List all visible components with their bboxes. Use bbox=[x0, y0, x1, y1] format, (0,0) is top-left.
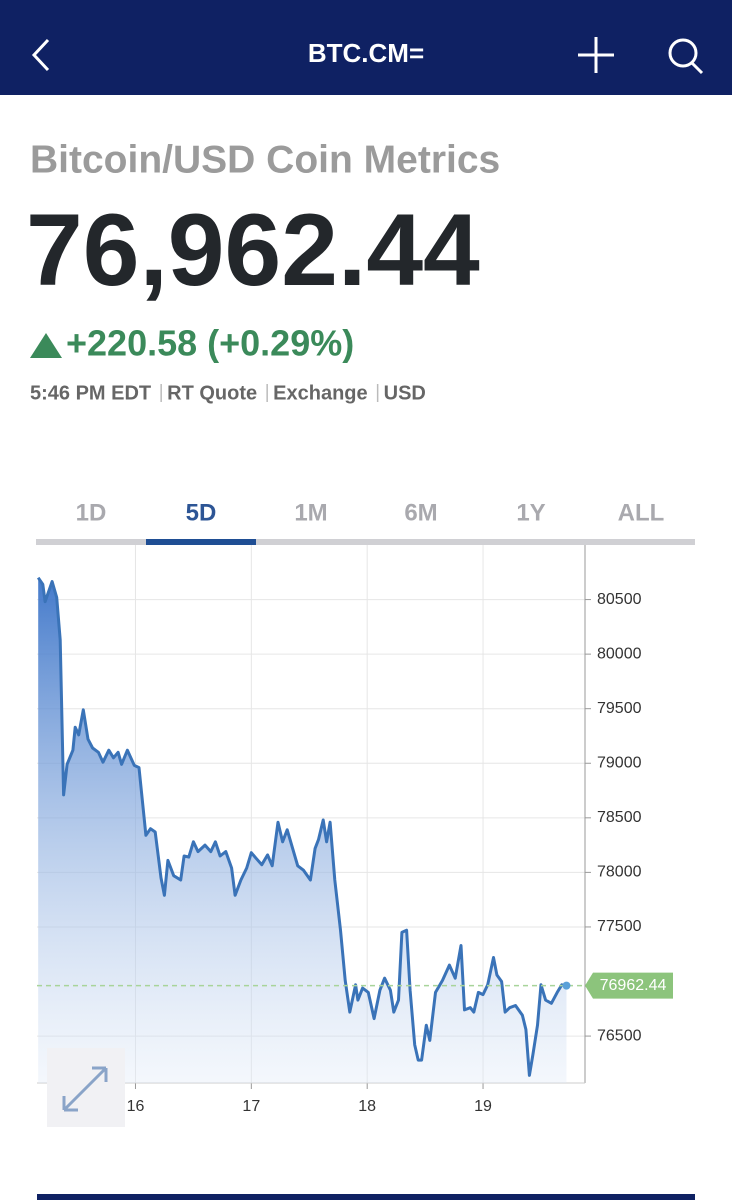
y-tick-label: 76500 bbox=[597, 1027, 642, 1044]
add-button[interactable] bbox=[578, 37, 614, 73]
meta-item: RT Quote bbox=[167, 382, 257, 404]
tab[interactable]: 1M bbox=[294, 499, 327, 526]
back-button[interactable] bbox=[31, 38, 50, 72]
quote-change: +220.58 (+0.29%) bbox=[66, 323, 354, 364]
meta-item: 5:46 PM EDT bbox=[30, 382, 151, 404]
tab[interactable]: 5D bbox=[186, 499, 217, 526]
meta-item: USD bbox=[384, 382, 426, 404]
quote-price: 76,962.44 bbox=[26, 193, 480, 307]
y-tick-label: 77500 bbox=[597, 918, 642, 935]
nav-bar bbox=[0, 0, 732, 95]
up-arrow bbox=[30, 333, 62, 358]
x-tick-label: 17 bbox=[242, 1098, 260, 1115]
x-tick-label: 19 bbox=[474, 1098, 492, 1115]
last-point bbox=[562, 981, 571, 990]
expand-icon bbox=[62, 1066, 108, 1112]
x-tick-label: 18 bbox=[358, 1098, 376, 1115]
line bbox=[36, 576, 567, 1077]
y-tick-label: 78000 bbox=[597, 864, 642, 881]
x-tick-label: 16 bbox=[127, 1098, 145, 1115]
chart: 76500 77500 78000 78500 79000 79500 80000 80500… bbox=[36, 545, 673, 1115]
search-button[interactable] bbox=[668, 38, 704, 75]
tab[interactable]: ALL bbox=[618, 499, 665, 526]
tab[interactable]: 1D bbox=[76, 499, 107, 526]
y-tick-label: 79000 bbox=[597, 754, 642, 771]
y-tick-label: 79500 bbox=[597, 700, 642, 717]
last-value-label: 76962.44 bbox=[600, 977, 667, 994]
nav-title: BTC.CM= bbox=[308, 38, 424, 68]
meta-item: Exchange bbox=[273, 382, 367, 404]
quote-name: Bitcoin/USD Coin Metrics bbox=[30, 138, 500, 181]
tab[interactable]: 6M bbox=[404, 499, 437, 526]
tab-indicator bbox=[146, 539, 256, 545]
range-tabs: 1D 5D 1M 6M 1Y ALL bbox=[36, 499, 695, 545]
last-value-badge bbox=[585, 972, 673, 999]
tab-track bbox=[36, 539, 695, 545]
bottom-bar bbox=[37, 1194, 695, 1200]
tab[interactable]: 1Y bbox=[516, 499, 545, 526]
y-tick-label: 78500 bbox=[597, 809, 642, 826]
quote-meta: 5:46 PM EDT RT Quote Exchange USD bbox=[30, 382, 426, 404]
area bbox=[38, 577, 567, 1083]
y-tick-label: 80500 bbox=[597, 591, 642, 608]
y-tick-label: 80000 bbox=[597, 645, 642, 662]
